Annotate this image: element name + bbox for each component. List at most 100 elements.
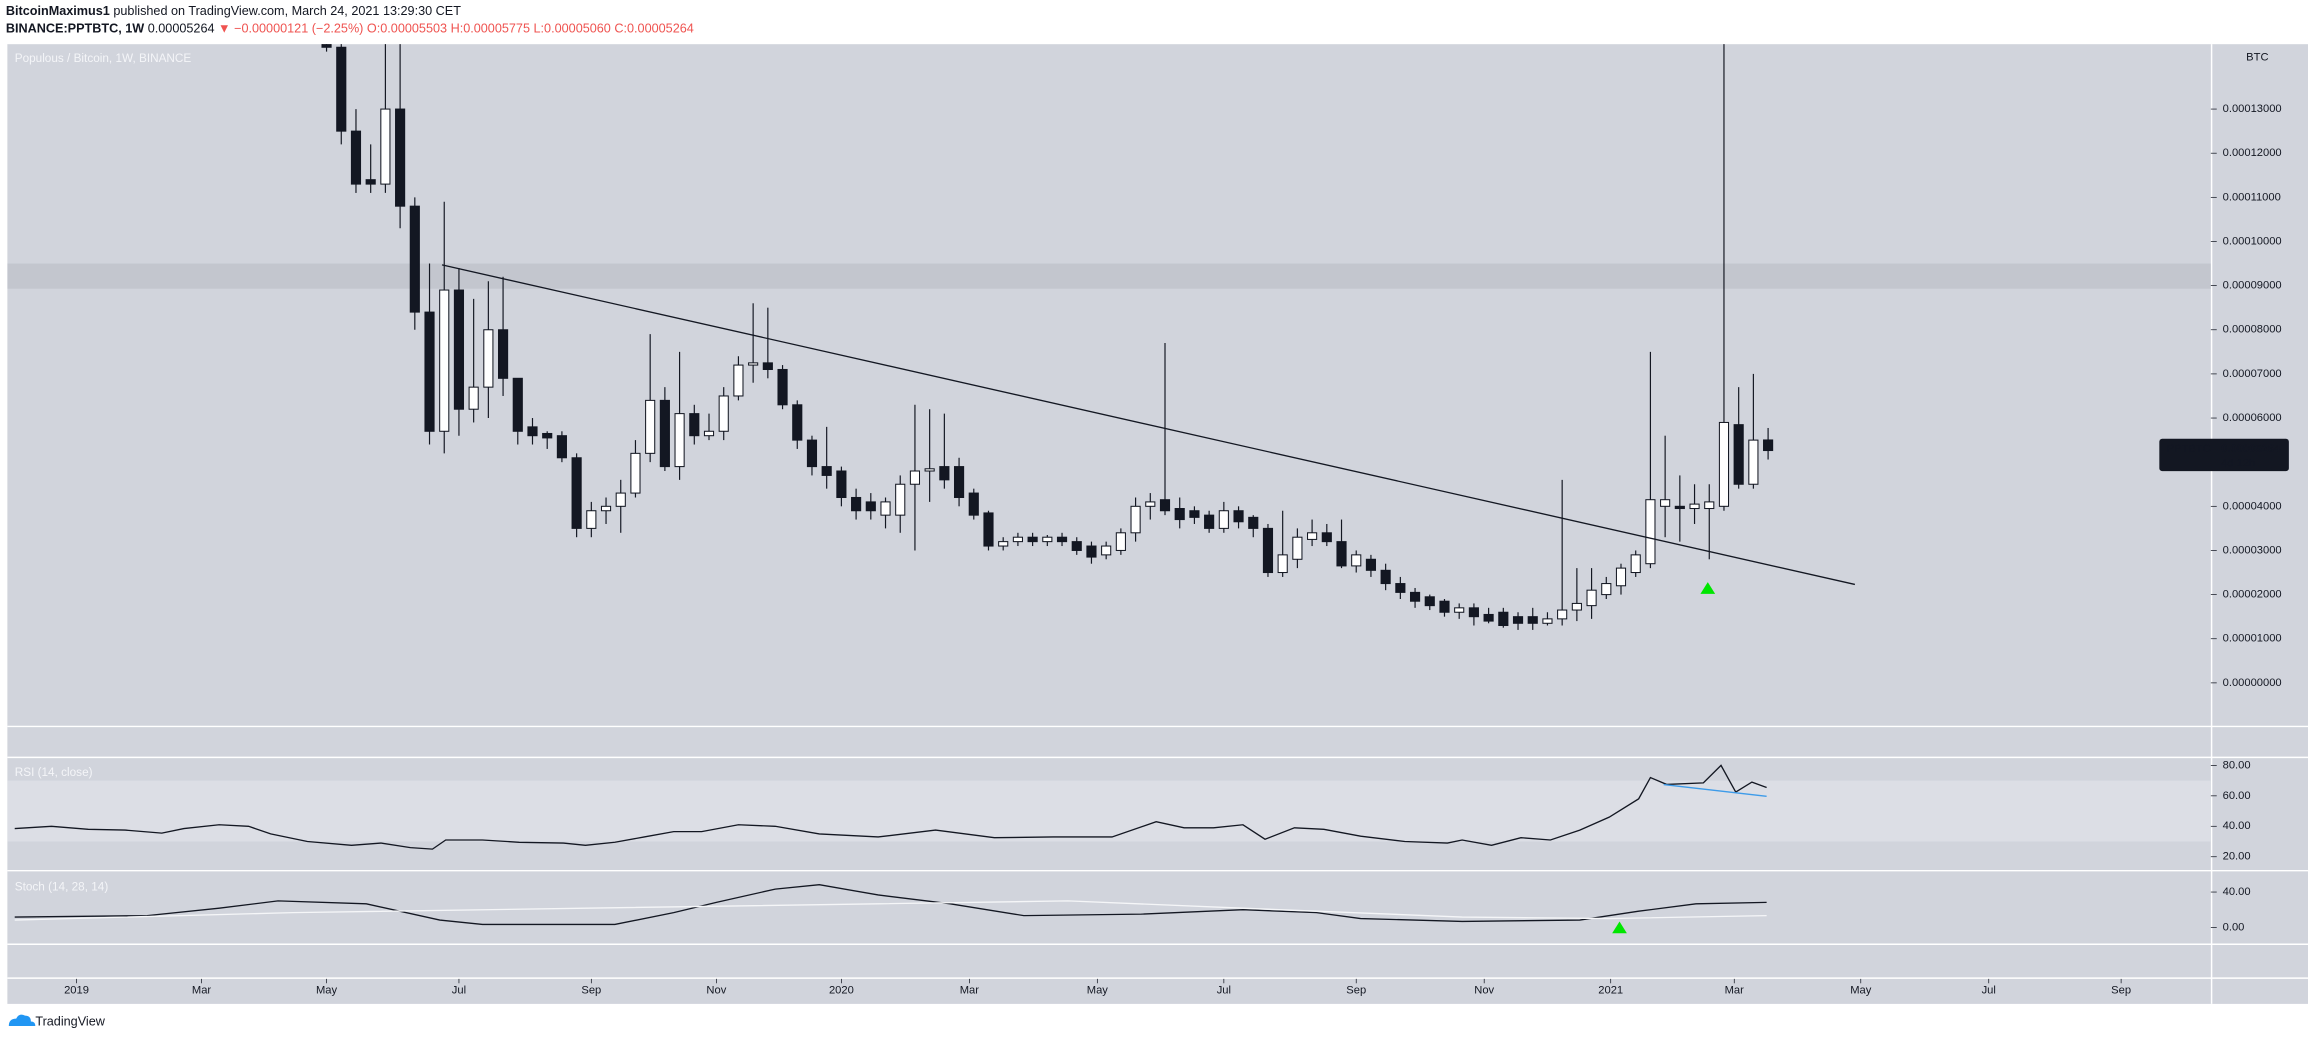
- candle-body: [1571, 602, 1582, 611]
- candle-body: [395, 108, 406, 207]
- brand: TradingView: [8, 1015, 106, 1029]
- indicator-line: [1663, 783, 1767, 797]
- x-tick-label: 2020: [829, 985, 854, 997]
- candle-body: [1733, 424, 1744, 485]
- candle-body: [1130, 505, 1141, 534]
- candle-body: [1586, 589, 1597, 607]
- candle-body: [380, 108, 391, 185]
- rsi-band: [7, 780, 2211, 842]
- candle-body: [424, 311, 435, 432]
- candle-body: [600, 505, 612, 512]
- candle-body: [983, 512, 994, 547]
- candle-body: [1042, 536, 1053, 543]
- x-tick-label: Mar: [960, 985, 980, 997]
- y-tick-label: 0.00001000: [2223, 633, 2282, 645]
- y-tick-label: 20.00: [2223, 851, 2251, 863]
- candle-body: [453, 289, 465, 410]
- candle-body: [1292, 536, 1303, 560]
- candle-body: [556, 435, 567, 459]
- signal-marker: [1700, 582, 1716, 594]
- brand-name: TradingView: [35, 1015, 105, 1029]
- candle-body: [365, 179, 376, 185]
- candle-body: [1424, 596, 1435, 607]
- pane: [7, 44, 2211, 630]
- candle-body: [1027, 536, 1038, 543]
- candle-body: [1409, 591, 1421, 602]
- x-tick-label: Sep: [2111, 985, 2131, 997]
- y-tick-label: 0.00002000: [2223, 589, 2282, 601]
- x-tick-label: Nov: [1474, 985, 1494, 997]
- x-tick-label: Sep: [581, 985, 601, 997]
- candle-body: [542, 432, 553, 439]
- last-countdown: 4d 12h: [2221, 458, 2255, 470]
- candle-body: [630, 452, 641, 494]
- candle-body: [1763, 439, 1774, 452]
- candle-body: [527, 426, 538, 437]
- candle-body: [336, 46, 347, 132]
- header-author: BitcoinMaximus1 published on TradingView…: [6, 4, 461, 18]
- candle-body: [1674, 505, 1685, 510]
- candle-body: [483, 329, 494, 388]
- candle-body: [1454, 607, 1465, 613]
- candle-body: [703, 430, 715, 437]
- candle-body: [1189, 510, 1200, 518]
- candle-body: [1557, 609, 1568, 620]
- candle-body: [1056, 536, 1068, 543]
- candle-body: [1336, 541, 1347, 567]
- trendline: [441, 264, 1856, 586]
- candle-body: [1483, 613, 1494, 622]
- x-tick-label: Mar: [1725, 985, 1745, 997]
- y-tick-label: 0.00: [2223, 921, 2245, 933]
- pane: [14, 884, 1767, 934]
- y-tick-label: 80.00: [2223, 759, 2251, 771]
- candle-body: [1689, 503, 1700, 510]
- candle-body: [821, 466, 832, 476]
- published: published on TradingView.com, March 24, …: [113, 4, 461, 18]
- x-tick-label: May: [316, 985, 338, 997]
- x-tick-label: Jul: [452, 985, 466, 997]
- candle-body: [1615, 567, 1627, 587]
- author: BitcoinMaximus1: [6, 4, 110, 18]
- candle-body: [350, 130, 362, 185]
- symbol: BINANCE:PPTBTC, 1W: [6, 22, 144, 36]
- x-tick-label: May: [1087, 985, 1109, 997]
- last-symbol: PPTBTC: [2167, 443, 2211, 455]
- last-price: 0.00005264: [2221, 443, 2281, 455]
- x-tick-label: Nov: [706, 985, 726, 997]
- pane-title: Stoch (14, 28, 14): [15, 881, 109, 894]
- candle-body: [718, 395, 729, 432]
- candle-body: [1233, 510, 1244, 523]
- candle-body: [1704, 501, 1715, 510]
- y-tick-label: 0.00010000: [2223, 235, 2282, 247]
- y-tick-label: 0.00006000: [2223, 412, 2282, 424]
- candle-body: [689, 413, 700, 437]
- x-tick-label: May: [1850, 985, 1872, 997]
- x-tick-label: Jul: [1217, 985, 1231, 997]
- y-tick-label: 0.00013000: [2223, 103, 2282, 115]
- candle-body: [762, 362, 773, 371]
- header-ohlc: BINANCE:PPTBTC, 1W 0.00005264 ▼ −0.00000…: [6, 22, 694, 36]
- candle-body: [1277, 554, 1288, 574]
- indicator-line: [14, 884, 1767, 926]
- candle-body: [939, 466, 950, 481]
- candle-body: [1439, 600, 1450, 613]
- candle-body: [1468, 607, 1479, 618]
- candle-body: [1307, 532, 1318, 540]
- y-tick-label: 0.00004000: [2223, 500, 2282, 512]
- candle-body: [1380, 569, 1391, 585]
- candle-body: [1660, 499, 1671, 507]
- candle-body: [1145, 501, 1156, 507]
- last-price-box: [2159, 438, 2289, 472]
- candle-body: [1498, 611, 1509, 627]
- candle-body: [909, 470, 921, 485]
- candle-body: [1351, 554, 1362, 567]
- x-tick-label: 2021: [1598, 985, 1623, 997]
- candle-body: [409, 205, 420, 313]
- pane-title: Populous / Bitcoin, 1W, BINANCE: [15, 52, 192, 65]
- candle-body: [895, 483, 906, 516]
- candle-body: [497, 329, 509, 379]
- candle-body: [1630, 554, 1641, 574]
- candle-body: [321, 44, 332, 48]
- candle-body: [1542, 618, 1553, 624]
